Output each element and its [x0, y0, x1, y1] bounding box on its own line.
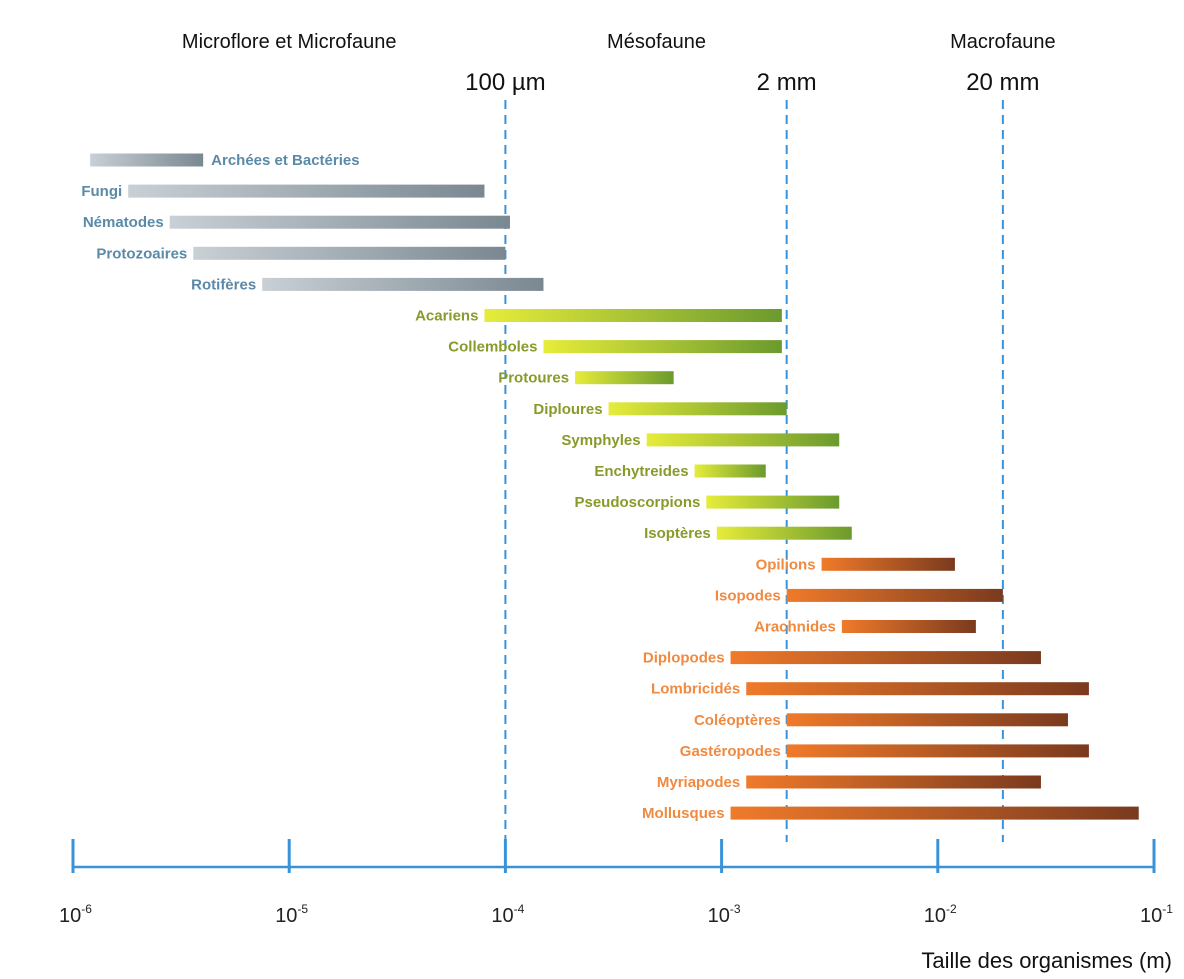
bar-lombricides	[746, 682, 1089, 696]
reference-label-2-mm: 2 mm	[757, 69, 817, 96]
bar-label-diploures: Diploures	[533, 401, 602, 418]
reference-label-100-m: 100 µm	[465, 69, 546, 96]
bar-myriapodes	[746, 775, 1041, 789]
bar-label-fungi: Fungi	[81, 183, 122, 200]
bar-fungi	[128, 184, 485, 198]
bar-label-rotiferes: Rotifères	[191, 276, 256, 293]
bar-enchytreides	[694, 464, 766, 478]
bar-diplopodes	[730, 651, 1041, 665]
bar-label-arachnides: Arachnides	[754, 619, 836, 636]
x-axis: 10-6 10-5 10-4 10-3 10-2 10-1 Taille des organ…	[59, 839, 1173, 973]
bar-label-protozoaires: Protozoaires	[96, 245, 187, 262]
bar-label-enchytreides: Enchytreides	[594, 463, 688, 480]
bar-symphyles	[646, 433, 840, 447]
bar-label-pseudoscorpions: Pseudoscorpions	[574, 494, 700, 511]
bar-isopteres	[716, 526, 852, 540]
bar-acariens	[484, 309, 782, 322]
bar-label-symphyles: Symphyles	[561, 432, 640, 449]
bar-pseudoscorpions	[706, 495, 840, 509]
bar-label-archees-et-bacteries: Archées et Bactéries	[211, 152, 359, 169]
bar-mollusques	[730, 806, 1139, 820]
bar-rotiferes	[262, 277, 544, 291]
bar-label-coleopteres: Coléoptères	[694, 712, 781, 729]
x-tick-label: 10-5	[275, 902, 308, 927]
bar-label-isopteres: Isoptères	[644, 525, 711, 542]
bar-diploures	[608, 402, 787, 416]
category-header-microflore-et-microfaune: Microflore et Microfaune	[182, 31, 397, 53]
bar-collemboles	[543, 340, 782, 354]
bar-label-gasteropodes: Gastéropodes	[680, 743, 781, 760]
reference-label-20-mm: 20 mm	[966, 69, 1039, 96]
bar-gasteropodes	[786, 744, 1089, 758]
bar-label-myriapodes: Myriapodes	[657, 774, 740, 791]
x-tick-label: 10-6	[59, 902, 92, 927]
bar-label-opilions: Opilions	[756, 556, 816, 573]
bar-label-nematodes: Nématodes	[83, 214, 164, 231]
bar-label-mollusques: Mollusques	[642, 805, 725, 822]
category-header-mesofaune: Mésofaune	[607, 31, 706, 53]
bar-label-collemboles: Collemboles	[448, 339, 537, 356]
organism-bars: Archées et Bactéries Fungi Nématodes Protoz…	[81, 152, 1139, 822]
bar-isopodes	[786, 588, 1003, 602]
bar-protozoaires	[193, 246, 506, 260]
bar-opilions	[821, 557, 955, 571]
bar-label-diplopodes: Diplopodes	[643, 650, 725, 667]
bar-label-protoures: Protoures	[498, 370, 569, 387]
x-tick-label: 10-4	[491, 902, 524, 927]
bar-protoures	[575, 371, 674, 385]
bar-archees-et-bacteries	[90, 153, 204, 167]
bar-label-acariens: Acariens	[415, 308, 478, 325]
x-tick-label: 10-2	[924, 902, 957, 927]
bar-arachnides	[841, 620, 976, 633]
bar-coleopteres	[786, 713, 1068, 727]
size-category-headers: Microflore et Microfaune Mésofaune Macrofa…	[182, 31, 1056, 53]
x-tick-label: 10-1	[1140, 902, 1173, 927]
bar-nematodes	[169, 215, 510, 229]
bar-label-isopodes: Isopodes	[715, 587, 781, 604]
category-header-macrofaune: Macrofaune	[950, 31, 1056, 53]
x-tick-label: 10-3	[708, 902, 741, 927]
bar-label-lombricides: Lombricidés	[651, 681, 740, 698]
x-axis-title: Taille des organismes (m)	[921, 948, 1172, 973]
